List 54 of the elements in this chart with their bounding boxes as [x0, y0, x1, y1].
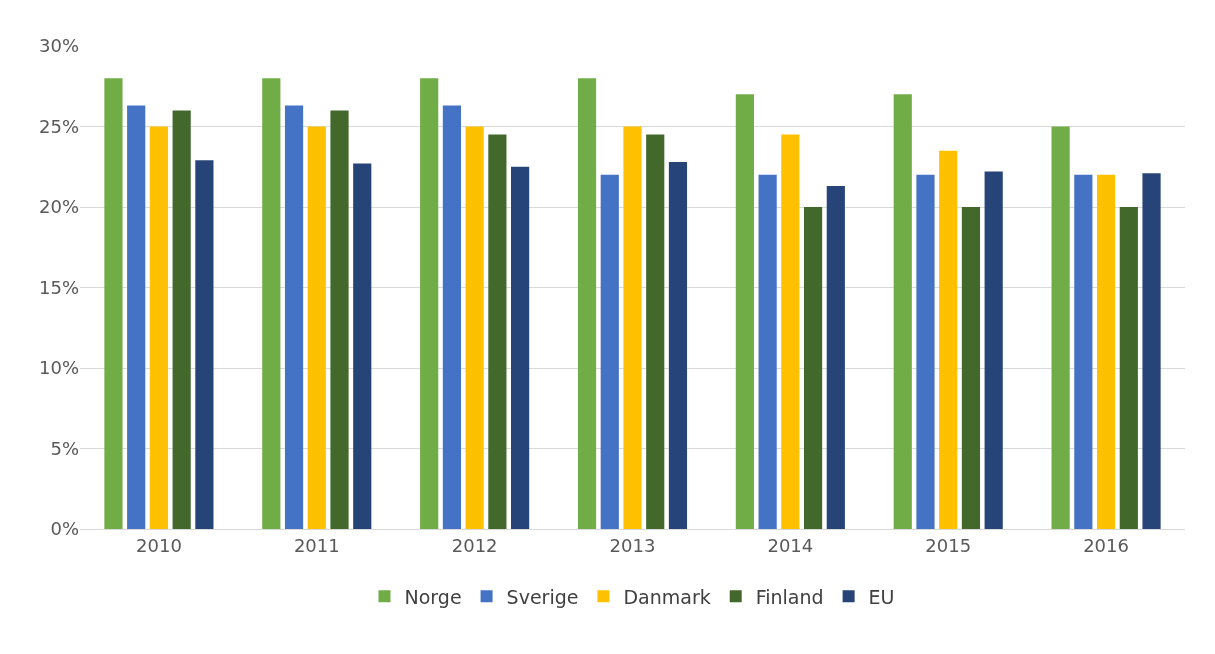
bar: [623, 126, 642, 529]
bar: [781, 134, 800, 529]
bar: [262, 78, 281, 529]
bar: [127, 105, 146, 529]
x-tick-label: 2013: [609, 534, 656, 556]
bar: [668, 161, 688, 529]
x-tick-label: 2015: [925, 534, 972, 556]
legend-label: Finland: [755, 585, 824, 608]
y-tick-label: 25%: [38, 115, 79, 137]
bar: [511, 166, 530, 529]
bar: [1142, 173, 1161, 529]
bar: [195, 160, 214, 529]
legend-label: Danmark: [623, 585, 711, 608]
bar: [172, 110, 191, 529]
y-tick-label: 5%: [50, 437, 79, 459]
x-tick-label: 2016: [1083, 534, 1129, 556]
bar: [646, 134, 665, 529]
bar: [1119, 207, 1138, 529]
bar: [353, 163, 372, 529]
bar: [442, 105, 461, 529]
legend-label: EU: [868, 585, 895, 608]
bar: [284, 105, 304, 529]
y-tick-label: 20%: [38, 196, 79, 218]
bar: [984, 171, 1003, 529]
x-tick-label: 2011: [293, 534, 340, 556]
bar: [916, 174, 935, 529]
bar: [939, 150, 958, 529]
bar: [600, 174, 619, 529]
bar: [804, 207, 823, 529]
bar: [961, 207, 981, 529]
bar: [577, 78, 597, 529]
bar: [1096, 174, 1116, 529]
bar: [1051, 126, 1070, 529]
bar: [1074, 174, 1093, 529]
bar: [758, 174, 777, 529]
bar: [330, 110, 349, 529]
legend-label: Sverige: [506, 585, 579, 608]
y-tick-label: 0%: [50, 518, 79, 540]
bar: [893, 94, 912, 529]
bar: [735, 94, 754, 529]
x-tick-label: 2014: [767, 534, 814, 556]
bar: [465, 126, 484, 529]
legend-label: Norge: [404, 585, 462, 608]
bar: [420, 78, 439, 529]
x-tick-label: 2012: [451, 534, 498, 556]
bar: [826, 186, 845, 529]
bar: [307, 126, 326, 529]
y-tick-label: 10%: [38, 357, 79, 379]
bar: [149, 126, 169, 529]
x-tick-label: 2010: [136, 534, 182, 556]
bar: [488, 134, 507, 529]
y-tick-label: 15%: [38, 276, 79, 298]
y-tick-label: 30%: [38, 35, 79, 57]
bar: [104, 78, 123, 529]
